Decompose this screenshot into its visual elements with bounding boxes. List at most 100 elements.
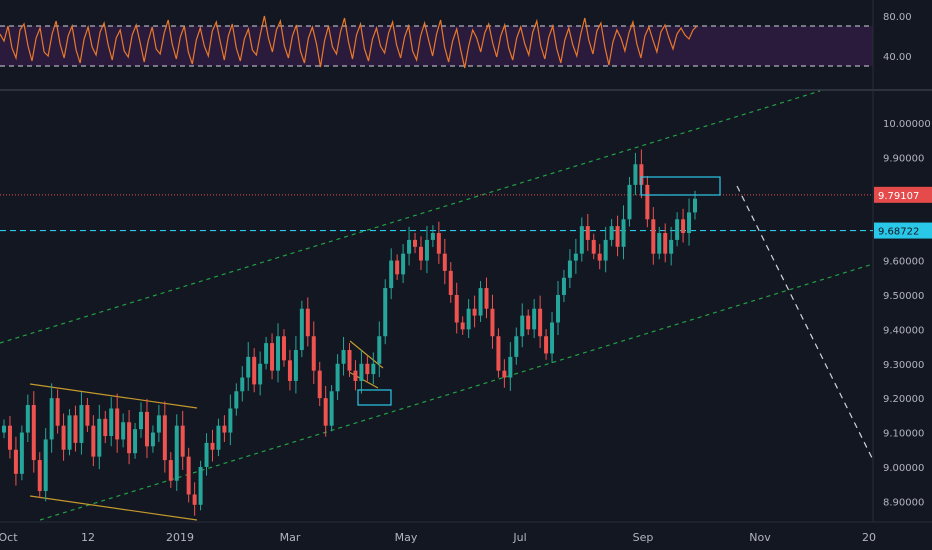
candle-body [55, 398, 60, 426]
candle-body [496, 336, 501, 371]
candle-body [335, 363, 340, 392]
candle-body [258, 363, 263, 385]
candle-body [353, 370, 358, 381]
candle-body [663, 233, 668, 254]
candle-body [430, 233, 435, 240]
candle-body [127, 422, 132, 454]
candle-body [508, 356, 513, 378]
candle-body [109, 408, 114, 436]
candle-body [561, 277, 566, 295]
target-box-high[interactable] [640, 176, 721, 196]
candle-body [25, 405, 30, 433]
candle-body [454, 294, 459, 323]
candle-body [687, 212, 692, 234]
wedge-lower-line[interactable] [29, 495, 198, 521]
candle-body [514, 336, 519, 357]
candle-body [544, 336, 549, 354]
candle-body [645, 184, 650, 220]
candle-body [585, 226, 590, 240]
candle-body [311, 336, 316, 371]
candle-body [73, 415, 78, 443]
wedge-upper-line[interactable] [29, 383, 198, 409]
resistance-price-label: 9.79107 [878, 191, 919, 202]
rsi-band [0, 26, 873, 66]
candle-body [2, 425, 6, 433]
candle-body [216, 425, 221, 450]
candle-body [180, 425, 185, 457]
candle-body [442, 253, 447, 271]
rsi-panel[interactable]: 80.00 40.00 [0, 12, 912, 69]
candle-body [97, 418, 102, 457]
candle-body [484, 288, 489, 309]
candle-body [466, 308, 471, 330]
candle-body [192, 494, 197, 505]
candle-body [139, 411, 144, 430]
projection-line[interactable] [736, 185, 873, 459]
candle-body [234, 391, 239, 409]
candle-body [413, 239, 418, 247]
candle-body [669, 239, 674, 254]
candle-body [627, 184, 632, 220]
candle-body [621, 219, 626, 247]
candle-body [281, 336, 286, 361]
candle-body [121, 422, 126, 440]
candle-body [395, 260, 400, 275]
candle-body [115, 408, 120, 440]
candle-body [204, 442, 209, 467]
candle-body [407, 239, 412, 254]
candle-body [37, 460, 42, 492]
price-axis-tick-label: 9.00000 [883, 463, 924, 474]
candle-body [49, 398, 54, 440]
support-price-badge [874, 222, 932, 239]
price-axis-tick-label: 9.20000 [883, 394, 924, 405]
time-axis-tick-label: Oct [0, 531, 18, 544]
price-axis-tick-label: 9.60000 [883, 257, 924, 268]
resistance-price-badge [874, 186, 932, 203]
candle-body [693, 198, 697, 213]
price-axis-tick-label: 10.00000 [883, 119, 931, 130]
candle-body [287, 360, 292, 381]
candle-body [675, 219, 680, 240]
candle-body [198, 466, 203, 505]
candle-body [639, 164, 644, 185]
candle-body [490, 308, 495, 337]
candle-body [603, 239, 608, 261]
candle-body [13, 449, 18, 474]
price-panel[interactable]: 10.00000 9.90000 9.60000 9.50000 9.40000 9.30… [0, 90, 932, 521]
candle-body [222, 425, 227, 433]
time-axis[interactable]: Oct 12 2019 Mar May Jul Sep Nov 20 [0, 531, 876, 544]
candle-body [615, 226, 620, 247]
candle-body [657, 233, 662, 254]
channel-lower-line[interactable] [39, 263, 874, 521]
candle-body [168, 460, 173, 481]
time-axis-tick-label: Nov [749, 531, 771, 544]
channel-upper-line[interactable] [0, 90, 821, 344]
candle-body [133, 429, 138, 454]
candle-body [359, 363, 364, 381]
rsi-axis-tick-label: 80.00 [883, 12, 912, 23]
time-axis-tick-label: May [395, 531, 418, 544]
candle-body [573, 253, 578, 261]
candle-body [418, 246, 423, 261]
candle-body [144, 411, 149, 447]
price-axis-tick-label: 9.10000 [883, 429, 924, 440]
candle-body [317, 370, 322, 399]
candle-body [550, 322, 555, 354]
target-box-low[interactable] [357, 389, 392, 406]
candle-body [520, 315, 525, 337]
time-axis-tick-label: Jul [512, 531, 526, 544]
price-axis-tick-label: 9.50000 [883, 291, 924, 302]
price-axis-tick-label: 9.40000 [883, 325, 924, 336]
candle-body [609, 226, 614, 240]
time-axis-tick-label: 12 [81, 531, 95, 544]
candle-body [186, 456, 191, 495]
price-axis-tick-label: 9.90000 [883, 153, 924, 164]
candle-body [502, 370, 507, 378]
candle-body [31, 405, 36, 461]
candle-body [162, 415, 167, 461]
candle-body [7, 425, 12, 450]
price-axis-tick-label: 8.90000 [883, 497, 924, 508]
candle-body [323, 398, 328, 426]
candle-body [383, 288, 388, 337]
